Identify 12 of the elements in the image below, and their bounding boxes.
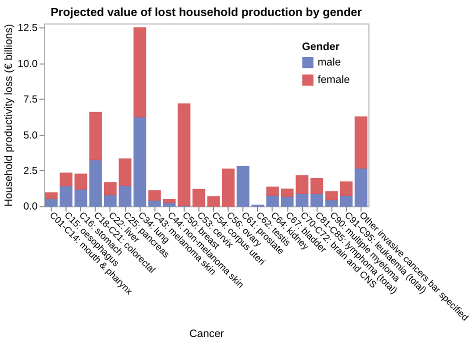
legend-title: Gender	[302, 40, 340, 53]
y-tick-label: 12.5	[18, 23, 38, 34]
y-tick-label: 0.0	[23, 202, 38, 213]
y-tick-label: 5.0	[23, 130, 38, 142]
legend-label: male	[318, 56, 341, 68]
y-tick-label: 2.5	[23, 166, 38, 177]
x-axis-title: Cancer	[189, 328, 224, 340]
y-tick-label: 7.5	[23, 94, 38, 106]
y-tick-label: 10.0	[18, 58, 38, 70]
legend-label: female	[318, 74, 350, 86]
chart-title: Projected value of lost household production by gender	[50, 6, 362, 20]
y-axis-title: Household productivity loss (€ billions)	[2, 24, 15, 207]
